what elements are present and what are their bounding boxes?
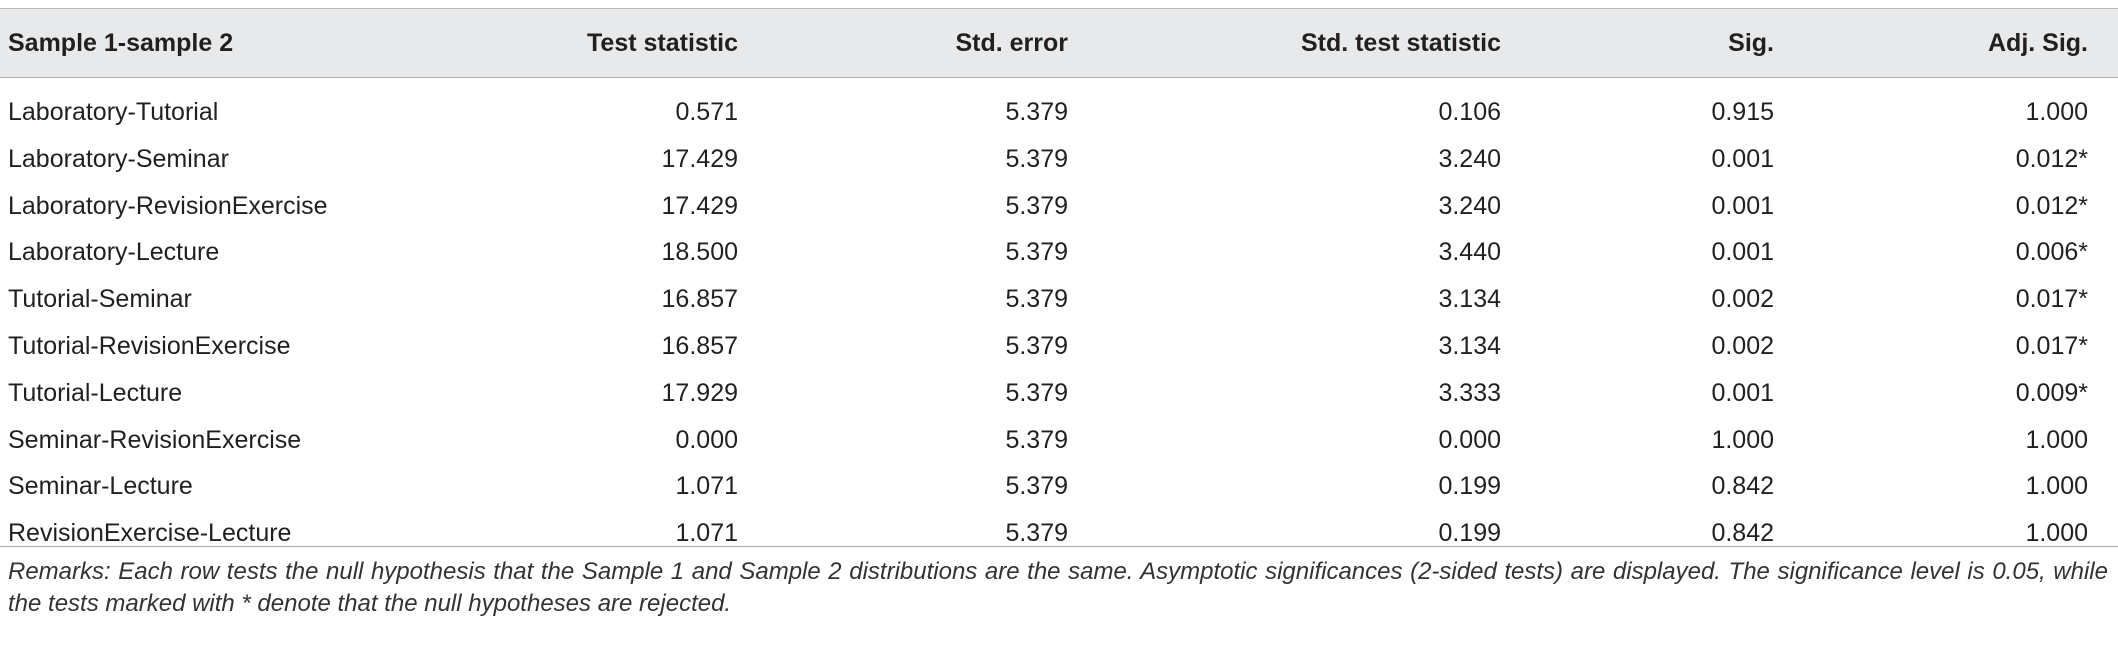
table-cell: 0.006*	[2015, 238, 2088, 267]
header-cell: Std. error	[955, 29, 1068, 57]
table-cell: 3.240	[1438, 144, 1501, 173]
row-label: RevisionExercise-Lecture	[8, 519, 292, 548]
table-cell: 0.001	[1711, 191, 1774, 220]
table-cell: 0.842	[1711, 519, 1774, 548]
row-label: Laboratory-Seminar	[8, 144, 229, 173]
header-cell: Std. test statistic	[1300, 29, 1501, 57]
table-cell: 0.009*	[2015, 378, 2088, 407]
table-cell: 0.017*	[2015, 332, 2088, 360]
table-cell: 5.379	[1005, 519, 1068, 548]
remarks: Remarks: Each row tests the null hypothe…	[8, 558, 2108, 617]
row-label: Seminar-RevisionExercise	[8, 425, 302, 454]
row-label: Laboratory-Lecture	[8, 238, 220, 267]
row-label: Tutorial-Seminar	[8, 285, 192, 314]
header-cell: Sig.	[1728, 29, 1774, 57]
table-cell: 0.001	[1711, 238, 1774, 267]
table-cell: 3.134	[1438, 285, 1501, 314]
table-cell: 5.379	[1005, 425, 1068, 454]
row-label: Tutorial-RevisionExercise	[8, 332, 291, 360]
table-cell: 0.012*	[2015, 144, 2088, 173]
table-cell: 0.017*	[2015, 285, 2088, 314]
table-cell: 0.915	[1711, 98, 1774, 126]
table-cell: 1.000	[2025, 98, 2088, 126]
table-cell: 17.929	[661, 378, 738, 407]
table-cell: 0.106	[1438, 98, 1501, 126]
table-cell: 3.134	[1438, 332, 1501, 360]
table-cell: 1.071	[675, 519, 738, 548]
table-cell: 16.857	[661, 332, 738, 360]
table-cell: 5.379	[1005, 238, 1068, 267]
header-cell: Sample 1-sample 2	[8, 29, 234, 57]
table-cell: 18.500	[661, 238, 738, 267]
table-cell: 5.379	[1005, 472, 1068, 501]
table-cell: 5.379	[1005, 378, 1068, 407]
table-cell: 0.842	[1711, 472, 1774, 501]
table-cell: 1.000	[2025, 472, 2088, 501]
row-label: Laboratory-Tutorial	[8, 98, 219, 126]
table-cell: 5.379	[1005, 191, 1068, 220]
table-cell: 5.379	[1005, 144, 1068, 173]
table-cell: 0.000	[1438, 425, 1501, 454]
table-cell: 17.429	[661, 191, 738, 220]
row-label: Tutorial-Lecture	[8, 378, 183, 407]
table-cell: 17.429	[661, 144, 738, 173]
table-cell: 5.379	[1005, 285, 1068, 314]
table-cell: 0.199	[1438, 472, 1501, 501]
table-cell: 1.071	[675, 472, 738, 501]
header-cell: Test statistic	[587, 29, 738, 57]
table-cell: 0.199	[1438, 519, 1501, 548]
table-cell: 16.857	[661, 285, 738, 314]
header-band	[0, 8, 2118, 78]
table-cell: 0.001	[1711, 378, 1774, 407]
header-cell: Adj. Sig.	[1988, 29, 2088, 57]
table-cell: 0.002	[1711, 332, 1774, 360]
table-cell: 3.333	[1438, 378, 1501, 407]
table-cell: 5.379	[1005, 332, 1068, 360]
row-label: Laboratory-RevisionExercise	[8, 191, 328, 220]
table-cell: 0.012*	[2015, 191, 2088, 220]
table-cell: 3.440	[1438, 238, 1501, 267]
table-cell: 5.379	[1005, 98, 1068, 126]
bottom-rule	[0, 546, 2118, 547]
table-cell: 0.000	[675, 425, 738, 454]
table-cell: 0.001	[1711, 144, 1774, 173]
table-cell: 1.000	[2025, 425, 2088, 454]
row-label: Seminar-Lecture	[8, 472, 193, 501]
table-cell: 0.002	[1711, 285, 1774, 314]
table-cell: 3.240	[1438, 191, 1501, 220]
table-cell: 1.000	[2025, 519, 2088, 548]
table-cell: 1.000	[1711, 425, 1774, 454]
table-cell: 0.571	[675, 98, 738, 126]
